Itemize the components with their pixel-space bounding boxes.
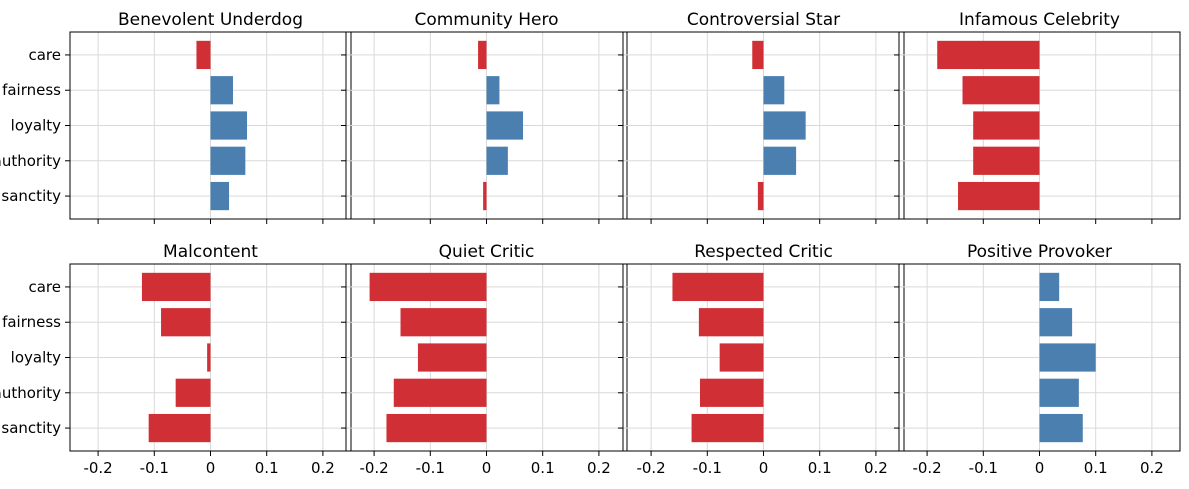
bar-sanctity bbox=[958, 181, 1040, 211]
x-tick-label: 0 bbox=[206, 459, 216, 477]
bar-fairness bbox=[763, 76, 785, 105]
y-tick-label: loyalty bbox=[11, 117, 61, 135]
panel-quiet-critic: Quiet Critic -0.2 -0.1 0 0.1 0.2 bbox=[341, 242, 628, 477]
bar-fairness bbox=[698, 308, 764, 337]
bar-sanctity bbox=[691, 413, 764, 443]
bar-care bbox=[141, 272, 211, 302]
x-tick-label: 0.2 bbox=[587, 459, 611, 477]
panel-positive-provoker: Positive Provoker -0.2 -0.1 0 0.1 0.2 bbox=[894, 242, 1181, 477]
x-tick-label: 0.1 bbox=[255, 459, 279, 477]
bar-loyalty bbox=[719, 343, 764, 372]
x-tick-label: -0.1 bbox=[969, 459, 998, 477]
bar-authority bbox=[210, 146, 246, 175]
panel-title: Community Hero bbox=[414, 10, 558, 30]
bar-care bbox=[672, 272, 764, 302]
bar-care bbox=[752, 40, 764, 70]
panel-title: Benevolent Underdog bbox=[118, 10, 303, 30]
x-tick-label: 0.2 bbox=[864, 459, 888, 477]
bar-care bbox=[1039, 272, 1060, 302]
bar-sanctity bbox=[757, 181, 764, 211]
bar-fairness bbox=[486, 76, 500, 105]
panel-community-hero: Community Hero bbox=[341, 10, 628, 224]
x-tick-label: 0.2 bbox=[1140, 459, 1164, 477]
bar-sanctity bbox=[483, 181, 487, 211]
panel-controversial-star: Controversial Star bbox=[618, 10, 905, 224]
panel-benevolent-underdog: Benevolent Underdog care fairness loyalty au… bbox=[0, 10, 352, 224]
x-tick-label: 0 bbox=[482, 459, 492, 477]
y-tick-label: sanctity bbox=[1, 187, 61, 205]
x-tick-label: -0.2 bbox=[636, 459, 665, 477]
panel-title: Infamous Celebrity bbox=[959, 10, 1120, 30]
bar-sanctity bbox=[210, 181, 230, 211]
y-tick-label: fairness bbox=[2, 313, 61, 331]
bar-authority bbox=[763, 146, 797, 175]
y-tick-label: authority bbox=[0, 152, 61, 170]
x-tick-label: -0.2 bbox=[359, 459, 388, 477]
x-tick-label: -0.1 bbox=[693, 459, 722, 477]
x-tick-label: 0 bbox=[1035, 459, 1045, 477]
bar-authority bbox=[699, 378, 764, 407]
panel-title: Respected Critic bbox=[694, 242, 833, 262]
bar-fairness bbox=[161, 308, 211, 337]
bar-authority bbox=[973, 146, 1040, 175]
panel-malcontent: Malcontent care fairness loyalty authority sa… bbox=[0, 242, 352, 477]
x-tick-label: -0.2 bbox=[83, 459, 112, 477]
panel-title: Controversial Star bbox=[687, 10, 840, 30]
bar-loyalty bbox=[973, 111, 1040, 140]
bar-authority bbox=[175, 378, 211, 407]
bar-fairness bbox=[210, 76, 233, 105]
panel-title: Malcontent bbox=[163, 242, 258, 262]
bar-loyalty bbox=[763, 111, 806, 140]
y-tick-label: care bbox=[28, 46, 61, 64]
y-tick-label: sanctity bbox=[1, 419, 61, 437]
bar-care bbox=[369, 272, 487, 302]
panel-title: Quiet Critic bbox=[439, 242, 535, 262]
x-tick-label: -0.2 bbox=[912, 459, 941, 477]
y-tick-label: authority bbox=[0, 384, 61, 402]
bar-loyalty bbox=[207, 343, 211, 372]
y-tick-label: fairness bbox=[2, 81, 61, 99]
x-tick-label: -0.1 bbox=[416, 459, 445, 477]
x-tick-label: 0 bbox=[759, 459, 769, 477]
bar-care bbox=[196, 40, 211, 70]
bar-loyalty bbox=[486, 111, 524, 140]
panel-respected-critic: Respected Critic -0.2 -0.1 0 0.1 0.2 bbox=[618, 242, 905, 477]
y-tick-label: care bbox=[28, 278, 61, 296]
bar-authority bbox=[486, 146, 508, 175]
bar-care bbox=[937, 40, 1040, 70]
bar-sanctity bbox=[148, 413, 211, 443]
panel-title: Positive Provoker bbox=[967, 242, 1112, 262]
bar-loyalty bbox=[1039, 343, 1096, 372]
bar-sanctity bbox=[1039, 413, 1083, 443]
bar-care bbox=[478, 40, 487, 70]
bar-authority bbox=[393, 378, 487, 407]
y-tick-label: loyalty bbox=[11, 349, 61, 367]
x-tick-label: 0.1 bbox=[808, 459, 832, 477]
bar-sanctity bbox=[386, 413, 487, 443]
bar-fairness bbox=[400, 308, 487, 337]
x-tick-label: 0.1 bbox=[531, 459, 555, 477]
bar-fairness bbox=[962, 76, 1040, 105]
bar-loyalty bbox=[210, 111, 248, 140]
bar-authority bbox=[1039, 378, 1079, 407]
bar-fairness bbox=[1039, 308, 1073, 337]
bar-loyalty bbox=[417, 343, 487, 372]
x-tick-label: -0.1 bbox=[140, 459, 169, 477]
x-tick-label: 0.2 bbox=[311, 459, 335, 477]
x-tick-label: 0.1 bbox=[1084, 459, 1108, 477]
panel-infamous-celebrity: Infamous Celebrity bbox=[894, 10, 1181, 224]
